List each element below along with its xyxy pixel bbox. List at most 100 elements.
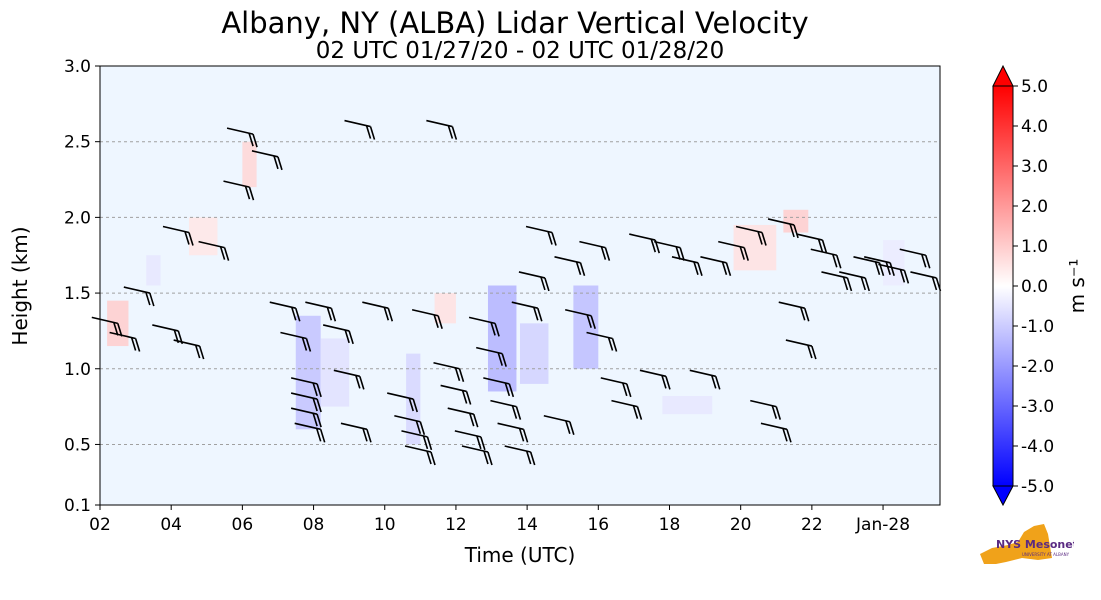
wind-barb bbox=[404, 445, 436, 466]
barb-flag bbox=[832, 253, 838, 268]
wind-barb bbox=[785, 339, 817, 360]
barb-flag bbox=[294, 307, 301, 322]
barb-flag bbox=[793, 224, 799, 239]
wind-barb bbox=[447, 407, 479, 428]
barb-flag bbox=[846, 277, 853, 292]
barb-flag bbox=[465, 391, 472, 405]
barb-flag bbox=[290, 306, 297, 321]
barb-flag bbox=[248, 132, 254, 147]
wind-barb bbox=[611, 399, 643, 420]
barb-staff bbox=[760, 422, 788, 431]
barb-flag bbox=[362, 428, 368, 442]
barb-flag bbox=[504, 382, 511, 397]
barb-flag bbox=[223, 247, 230, 261]
wind-barb bbox=[735, 225, 767, 246]
barb-staff bbox=[476, 346, 503, 355]
velocity-patch bbox=[883, 240, 905, 286]
barb-flag bbox=[415, 420, 422, 434]
barb-staff bbox=[839, 271, 866, 279]
barb-flag bbox=[821, 239, 828, 254]
barb-flag bbox=[889, 262, 895, 277]
barb-flag bbox=[422, 435, 429, 450]
x-tick-label: 18 bbox=[659, 515, 681, 535]
x-tick-label: 12 bbox=[445, 515, 467, 535]
barb-flag bbox=[590, 315, 596, 330]
barb-flag bbox=[626, 383, 632, 398]
barb-staff bbox=[344, 119, 371, 128]
barb-flag bbox=[194, 344, 201, 359]
colorbar-top-arrow bbox=[992, 64, 1014, 87]
y-tick-label: 1.5 bbox=[64, 284, 91, 304]
barb-flag bbox=[387, 307, 394, 322]
barb-flag bbox=[782, 428, 788, 442]
wind-barb bbox=[511, 301, 543, 322]
y-tick-label: 1.0 bbox=[64, 360, 91, 380]
barb-flag bbox=[697, 262, 703, 277]
barb-flag bbox=[458, 368, 465, 382]
barb-flag bbox=[359, 376, 365, 390]
barb-flag bbox=[874, 261, 881, 276]
barb-staff bbox=[433, 361, 460, 370]
barb-flag bbox=[920, 253, 927, 268]
barb-flag bbox=[586, 314, 592, 329]
barb-flag bbox=[454, 367, 461, 381]
wind-barb bbox=[810, 248, 842, 269]
colorbar-label: m s⁻¹ bbox=[1065, 259, 1089, 314]
barb-flag bbox=[650, 238, 657, 253]
x-tick-label: 10 bbox=[374, 515, 396, 535]
wind-barb bbox=[839, 271, 871, 292]
barb-flag bbox=[408, 397, 414, 412]
velocity-patch bbox=[520, 323, 549, 384]
barb-staff bbox=[198, 240, 225, 249]
barb-flag bbox=[316, 413, 322, 428]
barb-flag bbox=[134, 338, 141, 352]
barb-flag bbox=[522, 429, 529, 443]
barb-staff bbox=[543, 414, 571, 423]
barb-flag bbox=[661, 375, 667, 389]
barb-staff bbox=[333, 369, 361, 378]
barb-flag bbox=[248, 186, 255, 201]
barb-staff bbox=[162, 225, 190, 234]
velocity-patch bbox=[188, 217, 218, 256]
barb-staff bbox=[511, 301, 538, 309]
barb-staff bbox=[735, 225, 763, 234]
wind-barb bbox=[322, 324, 354, 345]
barb-flag bbox=[412, 398, 418, 413]
y-tick-label: 0.5 bbox=[64, 435, 91, 455]
y-tick-label: 3.0 bbox=[64, 57, 91, 77]
wind-barb bbox=[490, 399, 522, 420]
barb-staff bbox=[785, 339, 813, 347]
barb-staff bbox=[878, 263, 905, 272]
wind-barb bbox=[344, 119, 376, 140]
wind-barb bbox=[600, 377, 632, 398]
barb-staff bbox=[426, 119, 453, 128]
barb-flag bbox=[842, 276, 849, 291]
wind-barb bbox=[504, 445, 536, 466]
barb-flag bbox=[710, 375, 717, 389]
wind-barb bbox=[394, 414, 426, 435]
wind-barb bbox=[767, 218, 799, 239]
barb-staff bbox=[611, 399, 638, 408]
barb-flag bbox=[301, 337, 308, 351]
wind-barb bbox=[796, 233, 828, 254]
barb-staff bbox=[910, 271, 937, 279]
wind-barb bbox=[162, 225, 194, 246]
wind-barb bbox=[401, 430, 433, 451]
barb-flag bbox=[419, 421, 426, 435]
barb-staff bbox=[152, 324, 179, 332]
wind-barb bbox=[565, 308, 596, 330]
barb-staff bbox=[767, 218, 795, 226]
barb-staff bbox=[778, 301, 805, 309]
colorbar-tick-label: -2.0 bbox=[1021, 357, 1054, 377]
barb-flag bbox=[675, 246, 681, 260]
wind-barb bbox=[778, 301, 810, 322]
wind-barb bbox=[750, 399, 782, 420]
x-axis-ticks: 02 04 06 08 10 12 14 16 18 20 22 Jan-28 bbox=[89, 505, 910, 535]
barb-flag bbox=[244, 185, 251, 200]
wind-barb bbox=[433, 361, 465, 382]
x-tick-label: 04 bbox=[160, 515, 182, 535]
barb-flag bbox=[817, 238, 824, 253]
colorbar-tick-label: 2.0 bbox=[1021, 197, 1048, 217]
barb-flag bbox=[757, 231, 763, 245]
barb-staff bbox=[404, 445, 432, 453]
